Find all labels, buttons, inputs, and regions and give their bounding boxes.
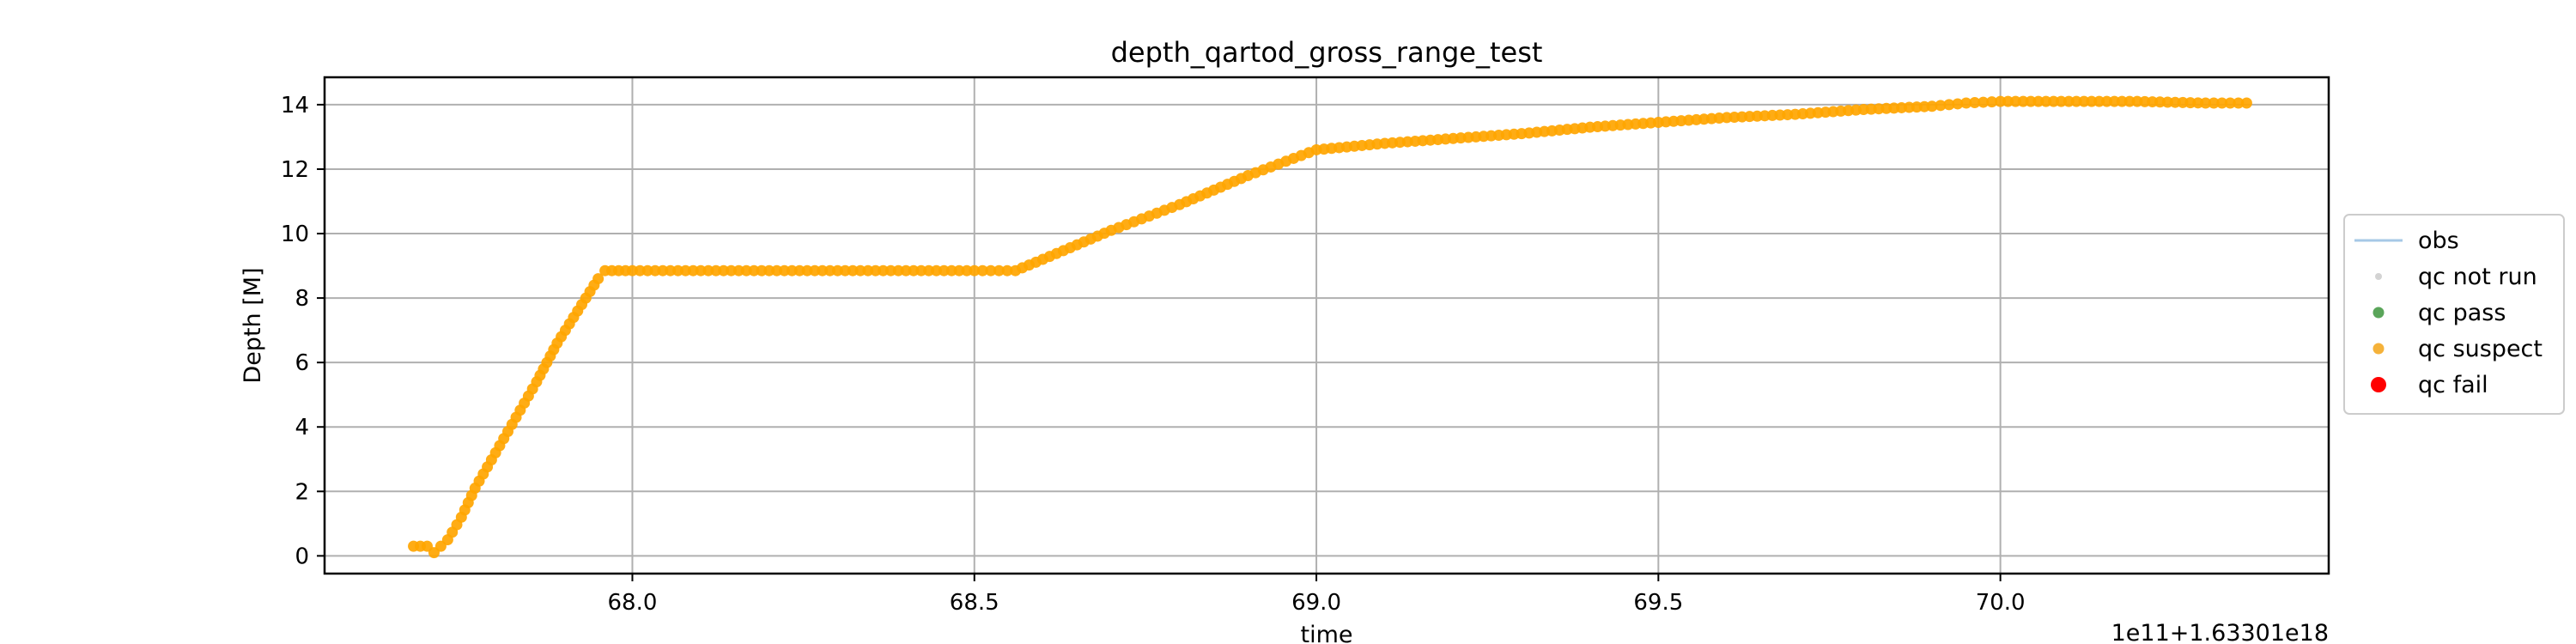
x-tick-label: 70.0 <box>1976 590 2026 616</box>
data-point <box>1986 96 1998 108</box>
legend-point-swatch <box>2371 377 2386 392</box>
data-markers <box>408 95 2252 559</box>
x-axis-label: time <box>1300 622 1352 644</box>
data-point <box>592 273 605 285</box>
y-tick-label: 10 <box>281 222 309 247</box>
data-point <box>976 264 988 276</box>
data-point <box>2208 97 2220 109</box>
legend-point-swatch <box>2372 307 2385 319</box>
legend: obs qc not run qc pass qc suspect qc fail <box>2343 214 2565 415</box>
data-point <box>1960 97 1972 109</box>
data-point <box>1926 100 1938 112</box>
plot-frame <box>323 76 2330 575</box>
x-tick-label: 68.5 <box>950 590 999 616</box>
data-point <box>2200 97 2212 109</box>
legend-label: obs <box>2418 228 2459 254</box>
data-point <box>969 264 981 276</box>
data-point <box>985 264 997 276</box>
data-point <box>1969 97 1981 109</box>
x-tick-label: 69.5 <box>1633 590 1683 616</box>
y-tick-label: 14 <box>281 93 309 118</box>
chart-title: depth_qartod_gross_range_test <box>1111 36 1543 69</box>
data-point <box>1001 264 1013 276</box>
y-tick-label: 2 <box>295 479 309 505</box>
y-axis-ticks: 0 2 4 6 8 10 12 14 <box>281 93 325 569</box>
y-tick-label: 8 <box>295 286 309 312</box>
data-point <box>2233 97 2245 109</box>
y-tick-label: 12 <box>281 157 309 183</box>
data-point <box>1935 100 1947 112</box>
x-tick-label: 69.0 <box>1291 590 1341 616</box>
y-tick-label: 0 <box>295 544 309 569</box>
legend-point-swatch <box>2375 273 2382 280</box>
legend-label: qc suspect <box>2418 336 2543 362</box>
x-tick-label: 68.0 <box>608 590 658 616</box>
data-point <box>1978 96 1990 108</box>
legend-label: qc fail <box>2418 372 2488 398</box>
data-point <box>2240 97 2252 109</box>
data-point <box>2224 97 2236 109</box>
y-axis-label: Depth [M] <box>240 267 266 383</box>
x-axis-offset-text: 1e11+1.63301e18 <box>2111 620 2329 644</box>
x-axis-ticks: 68.0 68.5 69.0 69.5 70.0 <box>608 574 2026 616</box>
data-point <box>1952 98 1964 110</box>
legend-box <box>2343 214 2565 415</box>
legend-point-swatch <box>2372 343 2385 355</box>
y-tick-label: 6 <box>295 350 309 376</box>
legend-label: qc not run <box>2418 264 2537 290</box>
y-tick-label: 4 <box>295 415 309 440</box>
data-point <box>993 264 1005 276</box>
data-point <box>1943 99 1955 111</box>
legend-label: qc pass <box>2418 300 2506 326</box>
data-point <box>2216 97 2228 109</box>
